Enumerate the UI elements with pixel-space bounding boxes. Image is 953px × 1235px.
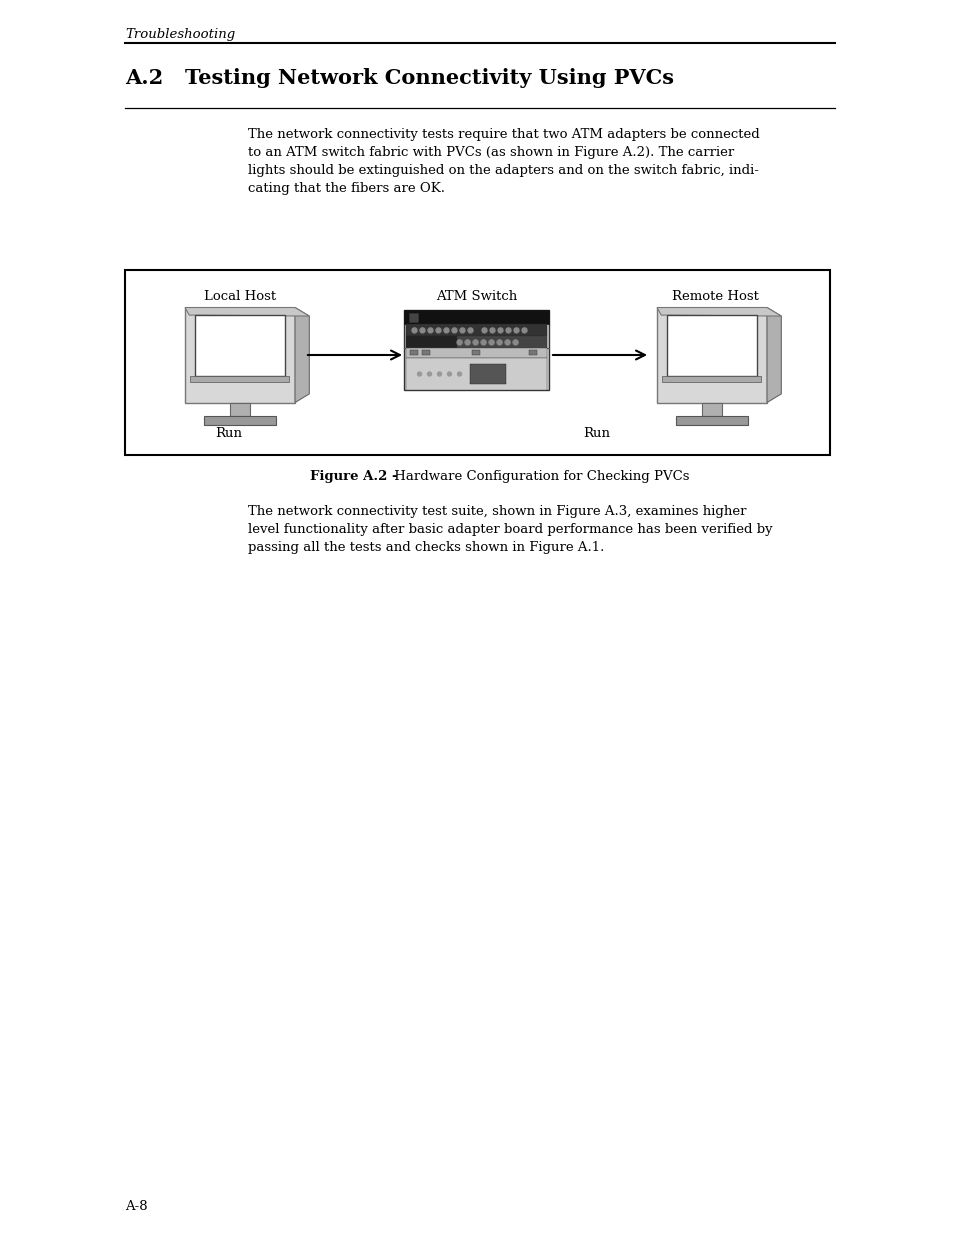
Circle shape — [521, 329, 526, 333]
Circle shape — [437, 372, 441, 375]
Text: Troubleshooting: Troubleshooting — [125, 28, 235, 41]
Bar — [657, 308, 766, 403]
Bar — [701, 403, 721, 416]
Bar — [529, 351, 537, 356]
Text: lights should be extinguished on the adapters and on the switch fabric, indi-: lights should be extinguished on the ada… — [248, 164, 758, 177]
Text: Remote Host: Remote Host — [671, 290, 758, 303]
Bar — [666, 315, 757, 375]
Text: A-8: A-8 — [125, 1200, 148, 1213]
Bar — [469, 364, 505, 384]
Polygon shape — [294, 308, 309, 403]
Circle shape — [417, 372, 421, 375]
Circle shape — [505, 329, 511, 333]
Bar — [204, 416, 275, 425]
Circle shape — [497, 329, 502, 333]
Text: Run: Run — [582, 427, 609, 440]
Circle shape — [465, 340, 470, 345]
Text: level functionality after basic adapter board performance has been verified by: level functionality after basic adapter … — [248, 522, 772, 536]
Text: Run: Run — [214, 427, 242, 440]
Bar — [406, 336, 456, 348]
Bar — [676, 416, 747, 425]
Text: ATM Switch: ATM Switch — [436, 290, 517, 303]
Circle shape — [490, 329, 495, 333]
Text: to an ATM switch fabric with PVCs (as shown in Figure A.2). The carrier: to an ATM switch fabric with PVCs (as sh… — [248, 146, 734, 159]
Text: Local Host: Local Host — [204, 290, 275, 303]
Circle shape — [412, 329, 416, 333]
Circle shape — [457, 372, 461, 375]
Circle shape — [436, 329, 440, 333]
Bar — [185, 308, 294, 403]
Bar — [472, 351, 479, 356]
Circle shape — [452, 329, 456, 333]
Text: The network connectivity test suite, shown in Figure A.3, examines higher: The network connectivity test suite, sho… — [248, 505, 745, 517]
Circle shape — [480, 340, 486, 345]
Text: The network connectivity tests require that two ATM adapters be connected: The network connectivity tests require t… — [248, 128, 759, 141]
Polygon shape — [766, 308, 781, 403]
Circle shape — [443, 329, 449, 333]
Circle shape — [447, 372, 451, 375]
Text: Figure A.2 -: Figure A.2 - — [310, 471, 397, 483]
Bar — [191, 375, 289, 382]
Circle shape — [514, 329, 518, 333]
Bar — [125, 270, 829, 454]
Bar — [410, 351, 418, 356]
Bar — [406, 348, 547, 358]
Bar — [409, 314, 418, 322]
Bar — [422, 351, 430, 356]
Circle shape — [497, 340, 501, 345]
Circle shape — [481, 329, 486, 333]
Circle shape — [427, 372, 431, 375]
Text: cating that the fibers are OK.: cating that the fibers are OK. — [248, 182, 444, 195]
Bar — [194, 315, 285, 375]
Circle shape — [456, 340, 461, 345]
Circle shape — [419, 329, 424, 333]
Bar — [456, 336, 547, 348]
Bar — [404, 310, 549, 390]
Circle shape — [468, 329, 473, 333]
Circle shape — [459, 329, 464, 333]
Circle shape — [428, 329, 433, 333]
Bar — [406, 325, 547, 336]
Text: Hardware Configuration for Checking PVCs: Hardware Configuration for Checking PVCs — [390, 471, 689, 483]
Polygon shape — [185, 308, 309, 316]
Circle shape — [473, 340, 477, 345]
Text: passing all the tests and checks shown in Figure A.1.: passing all the tests and checks shown i… — [248, 541, 604, 555]
Text: A.2   Testing Network Connectivity Using PVCs: A.2 Testing Network Connectivity Using P… — [125, 68, 673, 88]
Circle shape — [489, 340, 494, 345]
Bar — [406, 358, 547, 390]
Bar — [230, 403, 250, 416]
Polygon shape — [657, 308, 781, 316]
Bar — [661, 375, 760, 382]
Bar — [404, 310, 549, 325]
Circle shape — [513, 340, 517, 345]
Circle shape — [504, 340, 510, 345]
